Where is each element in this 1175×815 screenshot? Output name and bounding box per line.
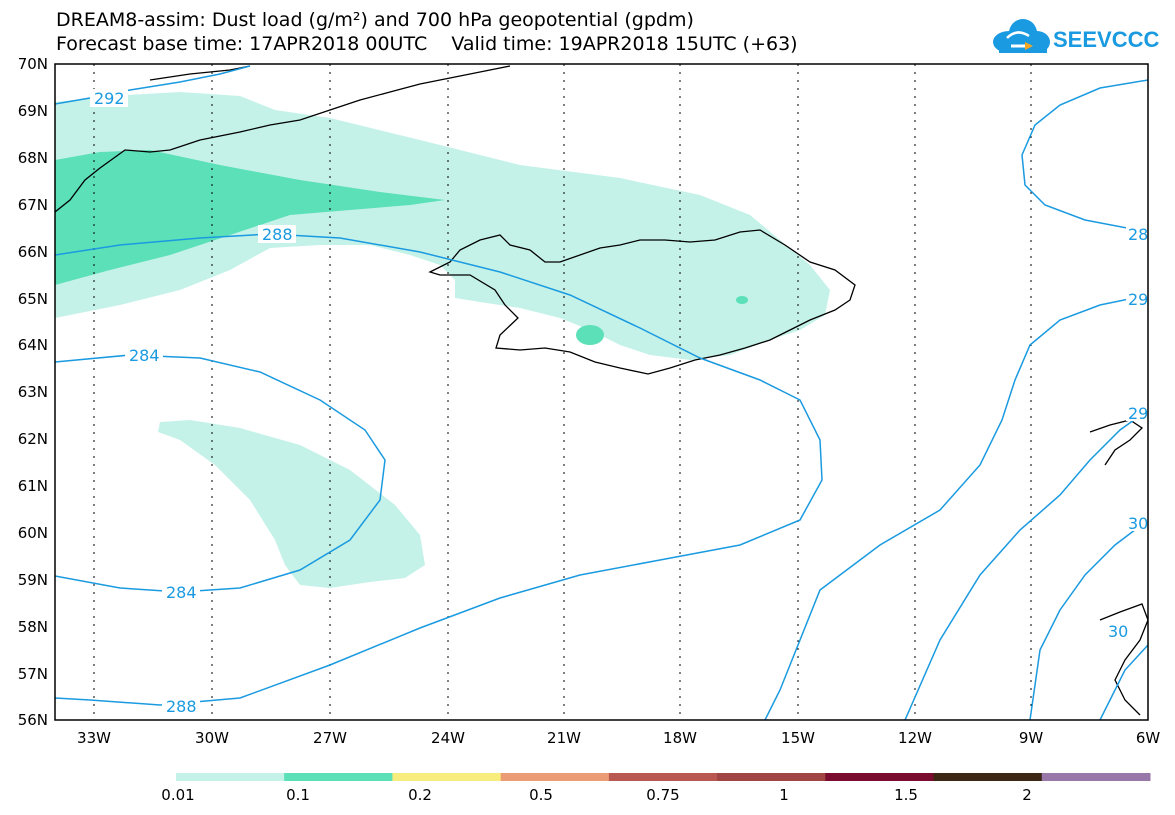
contour-296 xyxy=(764,294,1148,720)
colorbar-label: 1.5 xyxy=(894,786,918,804)
dust-area-light-south xyxy=(158,420,425,588)
contour-292-east xyxy=(1021,79,1148,233)
dust-patch-iceland-small xyxy=(736,296,748,304)
lat-tick-label: 62N xyxy=(18,430,48,448)
lat-tick-label: 63N xyxy=(18,383,48,401)
colorbar-labels: 0.01 0.1 0.2 0.5 0.75 1 1.5 2 xyxy=(161,786,1031,804)
coastlines xyxy=(55,65,1148,716)
lon-tick-label: 12W xyxy=(898,729,932,747)
colorbar-segment xyxy=(284,773,393,781)
seevccc-logo: SEEVCCC xyxy=(985,12,1165,62)
colorbar-label: 1 xyxy=(779,786,789,804)
latitude-axis: 70N 69N 68N 67N 66N 65N 64N 63N 62N 61N … xyxy=(18,55,48,729)
colorbar-label: 0.5 xyxy=(529,786,553,804)
lon-tick-label: 24W xyxy=(431,729,465,747)
contour-292 xyxy=(55,65,251,105)
lon-tick-label: 33W xyxy=(77,729,111,747)
lon-tick-label: 6W xyxy=(1136,729,1161,747)
lat-tick-label: 66N xyxy=(18,243,48,261)
contour-label: 288 xyxy=(166,697,197,716)
contour-label: 30 xyxy=(1108,622,1128,641)
faroe-coast xyxy=(1089,419,1144,466)
lat-tick-label: 68N xyxy=(18,149,48,167)
colorbar xyxy=(176,773,1151,781)
gridlines xyxy=(93,64,1032,720)
lat-tick-label: 59N xyxy=(18,571,48,589)
scotland-coast xyxy=(1099,603,1148,716)
contour-288-north xyxy=(55,233,823,706)
chart-title: DREAM8-assim: Dust load (g/m²) and 700 h… xyxy=(56,9,694,31)
contour-308 xyxy=(1099,644,1148,720)
colorbar-segment xyxy=(392,773,502,781)
contour-304 xyxy=(1029,519,1148,720)
cloud-logo-icon xyxy=(993,19,1050,53)
contour-label: 28 xyxy=(1128,225,1148,244)
lat-tick-label: 70N xyxy=(18,55,48,73)
forecast-time-subtitle: Forecast base time: 17APR2018 00UTC Vali… xyxy=(56,33,798,55)
contour-labels: 292 288 284 284 288 28 29 29 30 30 xyxy=(90,89,1148,716)
colorbar-segment xyxy=(933,773,1043,781)
colorbar-label: 0.75 xyxy=(646,786,679,804)
colorbar-segment xyxy=(1041,773,1151,781)
map-plot-area: 292 288 284 284 288 28 29 29 30 30 xyxy=(55,64,1148,720)
lat-tick-label: 57N xyxy=(18,665,48,683)
colorbar-segment xyxy=(176,773,285,781)
greenland-coast xyxy=(55,65,511,213)
dust-area-medium xyxy=(55,150,445,285)
contour-300 xyxy=(904,409,1148,720)
lat-tick-label: 61N xyxy=(18,477,48,495)
colorbar-label: 0.2 xyxy=(408,786,432,804)
logo-text: SEEVCCC xyxy=(1053,27,1159,52)
colorbar-segment xyxy=(608,773,718,781)
contour-label: 284 xyxy=(166,583,197,602)
lon-tick-label: 21W xyxy=(547,729,581,747)
contour-label: 292 xyxy=(94,89,125,108)
contour-label: 30 xyxy=(1128,514,1148,533)
longitude-axis: 33W 30W 27W 24W 21W 18W 15W 12W 9W 6W xyxy=(77,729,1160,747)
lon-tick-label: 9W xyxy=(1019,729,1044,747)
lat-tick-label: 64N xyxy=(18,336,48,354)
colorbar-segment xyxy=(825,773,934,781)
lon-tick-label: 18W xyxy=(663,729,697,747)
lon-tick-label: 15W xyxy=(781,729,815,747)
map-frame xyxy=(54,63,1149,721)
colorbar-segment xyxy=(717,773,826,781)
colorbar-label: 0.1 xyxy=(286,786,310,804)
lat-tick-label: 67N xyxy=(18,196,48,214)
contour-label: 284 xyxy=(129,346,160,365)
lat-tick-label: 56N xyxy=(18,711,48,729)
contour-label: 288 xyxy=(262,225,293,244)
lat-tick-label: 60N xyxy=(18,524,48,542)
iceland-coast xyxy=(428,229,856,375)
geopotential-contours xyxy=(55,65,1148,720)
lat-tick-label: 58N xyxy=(18,618,48,636)
lon-tick-label: 27W xyxy=(313,729,347,747)
dust-patch-iceland xyxy=(576,325,604,345)
colorbar-label: 2 xyxy=(1022,786,1032,804)
contour-label: 29 xyxy=(1128,404,1148,423)
dust-area-light-north xyxy=(55,92,830,360)
contour-label: 29 xyxy=(1128,290,1148,309)
lat-tick-label: 69N xyxy=(18,102,48,120)
lat-tick-label: 65N xyxy=(18,290,48,308)
lon-tick-label: 30W xyxy=(195,729,229,747)
colorbar-segment xyxy=(500,773,610,781)
colorbar-label: 0.01 xyxy=(161,786,194,804)
